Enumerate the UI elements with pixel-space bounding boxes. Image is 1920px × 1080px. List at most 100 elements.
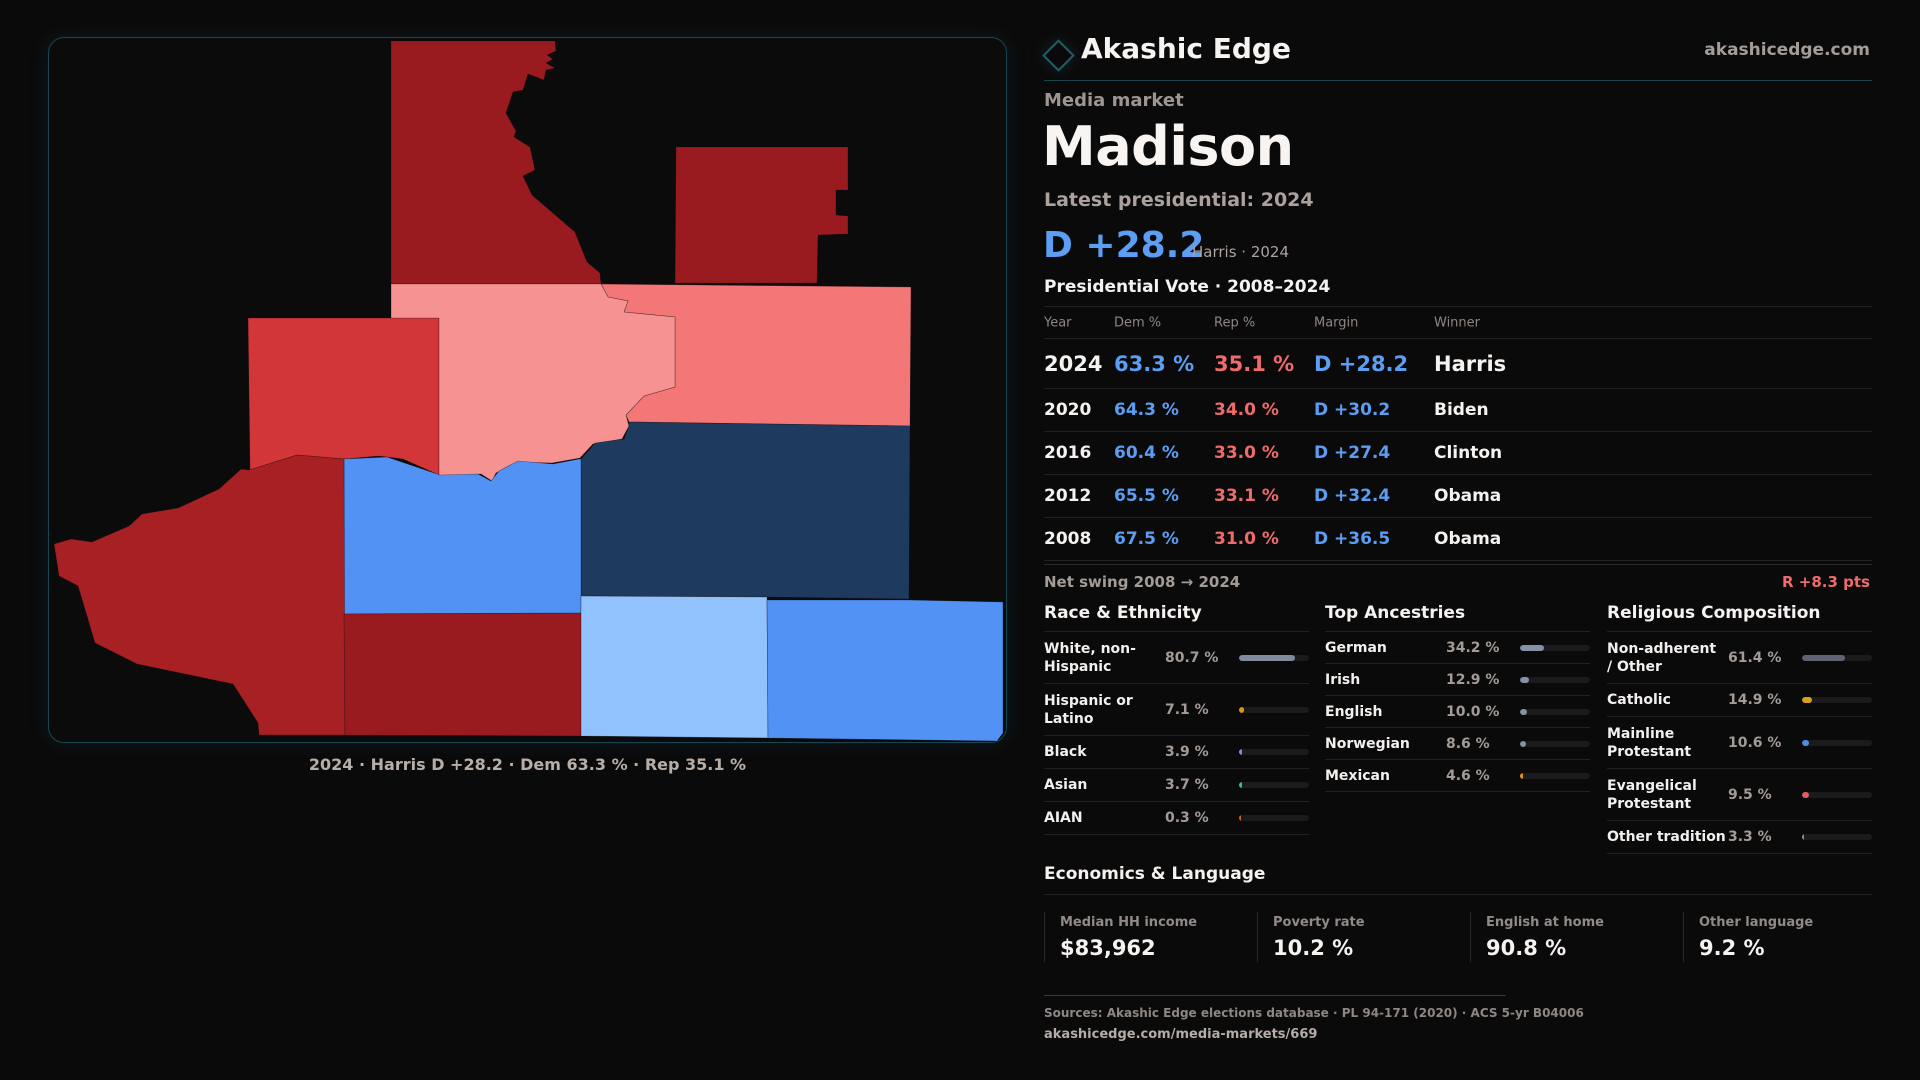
stat-label: AIAN xyxy=(1044,810,1083,826)
stat-value: 3.3 % xyxy=(1728,829,1772,845)
stat-bar-fill xyxy=(1239,706,1244,713)
row-rep: 35.1 % xyxy=(1214,351,1295,376)
vote-table-title: Presidential Vote · 2008–2024 xyxy=(1044,277,1331,297)
row-dem: 64.3 % xyxy=(1114,400,1179,420)
stat-bar-fill xyxy=(1520,644,1544,651)
brand-name[interactable]: Akashic Edge xyxy=(1081,32,1291,65)
latest-margin-sub: Harris · 2024 xyxy=(1192,243,1290,261)
stat-row: Black 3.9 % xyxy=(1044,736,1309,769)
section-title: Top Ancestries xyxy=(1325,603,1590,632)
stat-bar xyxy=(1239,815,1309,821)
religious-composition-section: Religious Composition Non-adherent / Oth… xyxy=(1607,603,1872,854)
stat-card-label: Median HH income xyxy=(1060,915,1198,930)
row-winner: Clinton xyxy=(1434,443,1503,463)
stat-value: 0.3 % xyxy=(1165,810,1209,826)
stat-label: English xyxy=(1325,703,1383,720)
economics-title: Economics & Language xyxy=(1044,864,1266,884)
stat-bar-fill xyxy=(1802,697,1813,703)
stat-row: Irish 12.9 % xyxy=(1325,664,1590,696)
stat-bar-fill xyxy=(1802,834,1805,840)
stat-card-value: 9.2 % xyxy=(1699,936,1765,960)
stat-card-label: English at home xyxy=(1486,915,1604,930)
stat-label: Evangelical Protestant xyxy=(1607,777,1697,812)
stat-card-income: Median HH income $83,962 xyxy=(1044,912,1256,962)
page-url[interactable]: akashicedge.com/media-markets/669 xyxy=(1044,1027,1318,1042)
stat-label: German xyxy=(1325,639,1387,656)
section-title: Religious Composition xyxy=(1607,603,1872,632)
stat-bar-fill xyxy=(1239,749,1242,755)
stat-bar xyxy=(1239,749,1309,755)
stat-bar xyxy=(1520,772,1590,779)
stat-bar-fill xyxy=(1802,739,1810,746)
col-rep: Rep % xyxy=(1214,315,1256,330)
map-caption: 2024 · Harris D +28.2 · Dem 63.3 % · Rep… xyxy=(308,755,747,774)
row-margin: D +27.4 xyxy=(1314,443,1391,463)
county-north[interactable] xyxy=(390,40,602,285)
county-east-navy[interactable] xyxy=(580,421,911,600)
row-winner: Obama xyxy=(1434,486,1502,506)
header-divider xyxy=(1044,80,1872,81)
row-year: 2024 xyxy=(1044,351,1103,376)
stat-bar xyxy=(1520,644,1590,651)
stat-row: White, non-Hispanic 80.7 % xyxy=(1044,632,1309,684)
swing-divider xyxy=(1044,564,1872,565)
stat-value: 4.6 % xyxy=(1446,767,1490,784)
stat-bar xyxy=(1802,739,1872,746)
table-row: 2020 64.3 % 34.0 % D +30.2 Biden xyxy=(1044,388,1872,431)
stat-value: 34.2 % xyxy=(1446,639,1500,656)
stat-bar-fill xyxy=(1520,708,1527,715)
site-link[interactable]: akashicedge.com xyxy=(1704,40,1870,60)
stat-label: Hispanic or Latino xyxy=(1044,692,1133,727)
stat-bar xyxy=(1239,706,1309,713)
county-southwest[interactable] xyxy=(53,454,346,736)
county-west[interactable] xyxy=(247,317,440,476)
stat-value: 10.6 % xyxy=(1728,734,1782,751)
row-winner: Harris xyxy=(1434,351,1507,376)
stat-value: 61.4 % xyxy=(1728,649,1782,666)
col-winner: Winner xyxy=(1434,315,1481,330)
stat-card-value: 90.8 % xyxy=(1486,936,1567,960)
table-header: Year Dem % Rep % Margin Winner xyxy=(1044,306,1872,338)
row-rep: 33.1 % xyxy=(1214,486,1279,506)
stat-card-other-language: Other language 9.2 % xyxy=(1683,912,1895,962)
stat-card-value: 10.2 % xyxy=(1273,936,1354,960)
row-rep: 34.0 % xyxy=(1214,400,1279,420)
diamond-logo-icon xyxy=(1042,39,1075,72)
stat-label: Non-adherent / Other xyxy=(1607,640,1717,675)
stat-row: Asian 3.7 % xyxy=(1044,769,1309,802)
stat-bar-fill xyxy=(1239,654,1296,661)
county-south-light[interactable] xyxy=(580,595,769,739)
row-year: 2012 xyxy=(1044,486,1092,506)
col-year: Year xyxy=(1044,315,1072,330)
ancestries-section: Top Ancestries German 34.2 % Irish 12.9 … xyxy=(1325,603,1590,792)
stat-bar xyxy=(1520,676,1590,683)
row-year: 2008 xyxy=(1044,529,1092,549)
stat-label: Asian xyxy=(1044,777,1088,793)
county-northeast[interactable] xyxy=(674,146,849,284)
stat-bar-fill xyxy=(1802,791,1809,798)
table-end-divider xyxy=(1044,560,1872,561)
stat-label: Mainline Protestant xyxy=(1607,725,1692,760)
table-row: 2012 65.5 % 33.1 % D +32.4 Obama xyxy=(1044,474,1872,517)
county-center-south[interactable] xyxy=(343,456,582,615)
stat-value: 10.0 % xyxy=(1446,703,1500,720)
row-year: 2020 xyxy=(1044,400,1092,420)
stat-bar-fill xyxy=(1520,740,1527,747)
stat-bar xyxy=(1520,708,1590,715)
stat-row: Hispanic or Latino 7.1 % xyxy=(1044,684,1309,736)
latest-presidential-label: Latest presidential: 2024 xyxy=(1044,189,1314,211)
stat-card-label: Poverty rate xyxy=(1273,915,1365,930)
page-title: Madison xyxy=(1042,115,1294,178)
row-margin: D +30.2 xyxy=(1314,400,1391,420)
stat-row: Evangelical Protestant 9.5 % xyxy=(1607,769,1872,821)
stat-label: Catholic xyxy=(1607,692,1671,708)
stat-bar xyxy=(1239,654,1309,661)
county-south[interactable] xyxy=(343,612,582,737)
market-kicker: Media market xyxy=(1044,90,1184,111)
section-title: Race & Ethnicity xyxy=(1044,603,1309,632)
net-swing-value: R +8.3 pts xyxy=(1782,573,1870,591)
county-southeast[interactable] xyxy=(766,599,1004,742)
row-dem: 67.5 % xyxy=(1114,529,1179,549)
stat-row: Mainline Protestant 10.6 % xyxy=(1607,717,1872,769)
